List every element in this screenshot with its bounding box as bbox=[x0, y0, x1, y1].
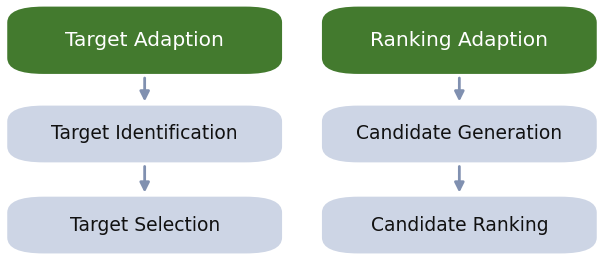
Text: Target Identification: Target Identification bbox=[51, 125, 238, 143]
FancyBboxPatch shape bbox=[322, 7, 597, 74]
FancyBboxPatch shape bbox=[7, 7, 282, 74]
Text: Target Selection: Target Selection bbox=[69, 216, 220, 234]
FancyBboxPatch shape bbox=[322, 197, 597, 253]
FancyBboxPatch shape bbox=[322, 106, 597, 162]
Text: Candidate Generation: Candidate Generation bbox=[356, 125, 562, 143]
Text: Ranking Adaption: Ranking Adaption bbox=[370, 31, 548, 50]
Text: Candidate Ranking: Candidate Ranking bbox=[370, 216, 548, 234]
Text: Target Adaption: Target Adaption bbox=[65, 31, 224, 50]
FancyBboxPatch shape bbox=[7, 106, 282, 162]
FancyBboxPatch shape bbox=[7, 197, 282, 253]
